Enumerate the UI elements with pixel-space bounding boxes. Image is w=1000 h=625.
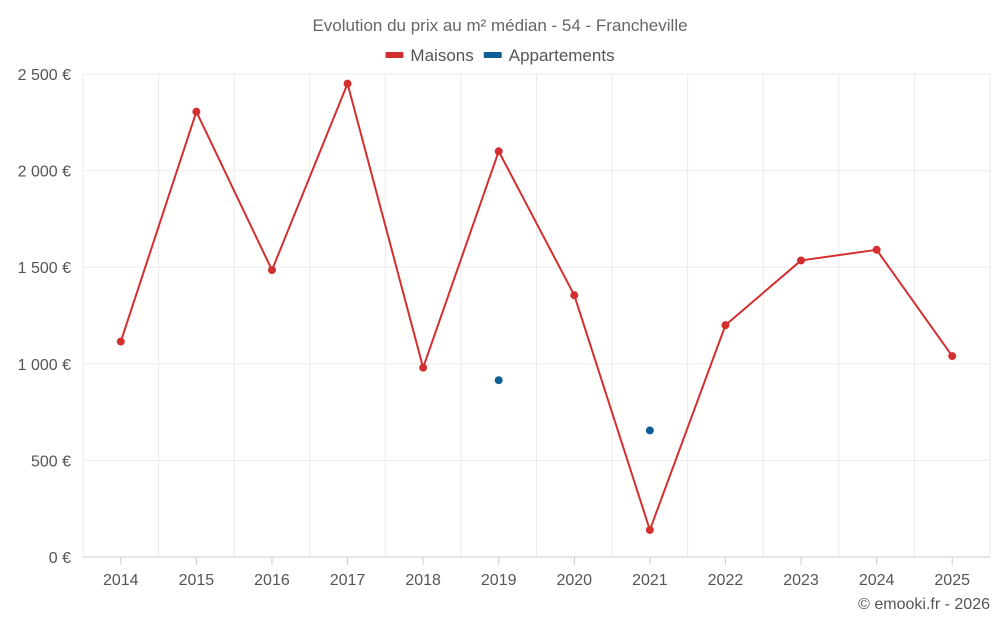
x-axis: 2014 2015 2016 2017 2018 2019 2020 2021 2022 2023… (103, 557, 970, 589)
x-tick-label: 2021 (632, 572, 668, 589)
credit-text: © emooki.fr - 2026 (858, 596, 990, 613)
data-point[interactable] (872, 245, 881, 254)
legend-swatch (385, 52, 404, 58)
legend-item-maisons[interactable]: Maisons (385, 46, 474, 65)
x-tick-label: 2014 (103, 572, 139, 589)
legend-swatch (483, 52, 502, 58)
x-tick-label: 2023 (783, 572, 819, 589)
y-tick-label: 1 000 € (18, 357, 71, 374)
x-tick-label: 2024 (859, 572, 895, 589)
legend-label: Maisons (410, 46, 473, 65)
data-point[interactable] (948, 352, 957, 361)
legend-label: Appartements (509, 46, 615, 65)
data-point[interactable] (797, 256, 806, 265)
data-point[interactable] (267, 266, 276, 275)
data-point[interactable] (192, 107, 201, 116)
series-line (119, 82, 954, 531)
series (116, 79, 957, 534)
data-point[interactable] (570, 291, 579, 300)
data-point[interactable] (721, 321, 730, 330)
x-tick-label: 2019 (481, 572, 517, 589)
data-point[interactable] (645, 426, 654, 435)
data-point[interactable] (116, 337, 125, 346)
y-tick-label: 500 € (31, 453, 71, 470)
y-tick-label: 2 000 € (18, 164, 71, 181)
data-point[interactable] (645, 525, 654, 534)
data-point[interactable] (494, 147, 503, 156)
chart-title: Evolution du prix au m² médian - 54 - Fr… (312, 16, 687, 35)
y-axis: 0 € 500 € 1 000 € 1 500 € 2 000 € 2 500 € (18, 67, 71, 567)
grid (82, 73, 991, 558)
x-tick-label: 2016 (254, 572, 290, 589)
data-point[interactable] (343, 79, 352, 88)
data-point[interactable] (419, 363, 428, 372)
series-maisons (116, 79, 957, 534)
x-tick-label: 2017 (330, 572, 366, 589)
y-tick-label: 2 500 € (18, 67, 71, 84)
x-tick-label: 2018 (405, 572, 441, 589)
series-appartements (494, 376, 654, 435)
legend-item-appartements[interactable]: Appartements (483, 46, 615, 65)
x-tick-label: 2025 (934, 572, 970, 589)
data-point[interactable] (494, 376, 503, 385)
y-tick-label: 1 500 € (18, 260, 71, 277)
x-tick-label: 2020 (556, 572, 592, 589)
y-tick-label: 0 € (49, 550, 71, 567)
x-tick-label: 2022 (708, 572, 744, 589)
legend[interactable]: Maisons Appartements (385, 46, 615, 65)
x-tick-label: 2015 (179, 572, 215, 589)
